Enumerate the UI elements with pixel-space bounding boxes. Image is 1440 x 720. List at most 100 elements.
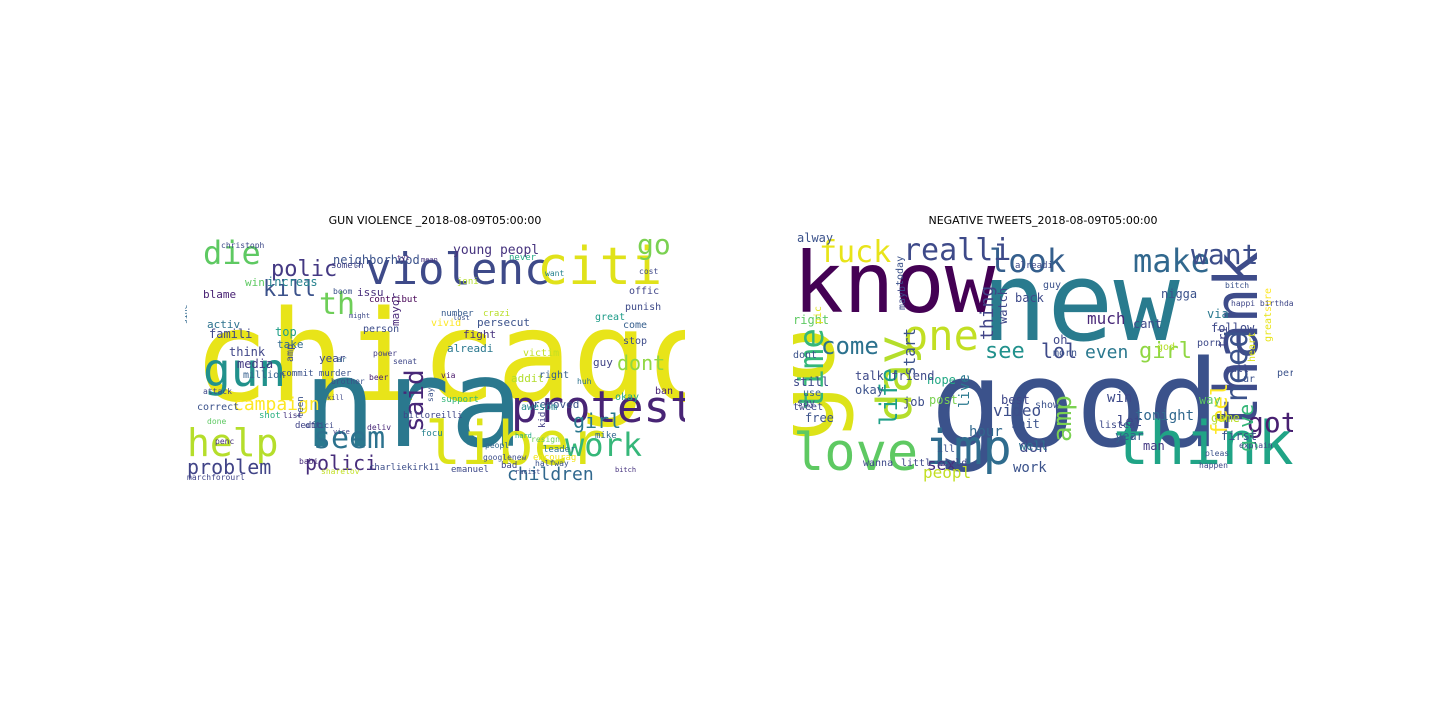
word-support: support xyxy=(441,395,479,405)
word-kid: kid xyxy=(538,412,548,428)
word-use: use xyxy=(803,388,821,399)
word-nigga: nigga xyxy=(1161,287,1197,301)
word-let: let xyxy=(1117,414,1142,430)
word-best: best xyxy=(1001,393,1030,407)
word-correct: correct xyxy=(197,402,239,413)
word-got: got xyxy=(1247,406,1293,439)
word-children: children xyxy=(507,464,594,482)
word-want: want xyxy=(545,269,564,278)
word-famili: famili xyxy=(209,327,252,341)
word-ar: ar xyxy=(337,355,347,364)
word-back: back xyxy=(1015,291,1045,305)
word-babi: babi xyxy=(299,457,318,466)
word-ill: ill xyxy=(937,444,955,455)
word-okay: okay xyxy=(855,383,884,397)
word-marchforourl: marchforourl xyxy=(187,473,245,482)
word-pic: pic xyxy=(813,306,824,324)
word-activ: activ xyxy=(207,318,240,331)
word-teen: teen xyxy=(296,396,306,418)
word-win: win xyxy=(245,276,265,289)
word-peopl: peopl xyxy=(923,463,971,482)
word-today: today xyxy=(895,256,906,286)
word-number: number xyxy=(441,309,474,319)
word-kill: kill xyxy=(327,394,344,402)
word-mean: mean xyxy=(421,256,438,264)
word-amp: amp xyxy=(1048,395,1078,442)
word-one: one xyxy=(903,311,979,360)
word-come: come xyxy=(821,332,879,360)
word-top: top xyxy=(275,325,297,339)
word-know: know xyxy=(793,234,996,332)
word-might: might xyxy=(349,312,370,320)
word-list: list xyxy=(283,411,302,420)
wordcloud-title-gun-violence: GUN VIOLENCE _2018-08-09T05:00:00 xyxy=(328,214,542,227)
word-cant: cant xyxy=(1133,317,1162,331)
wordcloud-title-negative-tweets: NEGATIVE TWEETS_2018-08-09T05:00:00 xyxy=(928,214,1158,227)
word-done: done xyxy=(207,417,226,426)
word-chicago: chicago xyxy=(193,283,685,430)
word-show: show xyxy=(1035,400,1060,411)
word-year: year xyxy=(319,352,346,365)
word-bitch: bitch xyxy=(615,466,636,474)
word-power: power xyxy=(373,349,397,358)
word-person: person xyxy=(1277,368,1293,379)
word-addit: addit xyxy=(511,372,544,385)
wordcloud-negative-tweets: new good know go thank think imp love day one look… xyxy=(793,232,1293,482)
word-shit: shit xyxy=(1011,417,1040,431)
word-liber: liber xyxy=(425,409,606,479)
word-think: think xyxy=(1113,409,1293,479)
word-halfway: halfway xyxy=(535,459,569,468)
word-game: game xyxy=(1211,411,1240,425)
word-media: media xyxy=(237,357,273,371)
word-need: need xyxy=(1220,330,1255,402)
word-ur: ur xyxy=(1243,374,1255,385)
word-contribut: contribut xyxy=(369,295,418,305)
word-offic: offic xyxy=(629,286,659,297)
word-new: new xyxy=(981,238,1180,366)
word-morn: morn xyxy=(1053,348,1077,359)
word-win: win xyxy=(1107,390,1132,406)
word-time: time xyxy=(793,328,832,410)
word-love: love xyxy=(793,423,918,482)
word-way: way xyxy=(1199,393,1221,407)
word-charliekirk11: charliekirk11 xyxy=(369,463,439,473)
word-victim: victim xyxy=(523,348,559,359)
word-said: said xyxy=(400,369,430,432)
word-blame: blame xyxy=(203,288,236,301)
word-alreadi: alreadi xyxy=(1015,261,1053,271)
word-dedic: dedic xyxy=(295,421,322,431)
word-issu: issu xyxy=(357,286,384,299)
word-punish: punish xyxy=(625,302,661,313)
word-video: video xyxy=(993,401,1041,420)
word-even: even xyxy=(1085,342,1128,363)
word-neighborhood: neighborhood xyxy=(333,253,420,267)
word-see: see xyxy=(985,339,1025,364)
word-watch: watch xyxy=(996,288,1010,324)
word-tyt: tyt xyxy=(397,254,410,262)
word-huh: huh xyxy=(577,377,592,386)
word-imp: imp xyxy=(925,420,1012,476)
word-peopl: peopl xyxy=(485,441,509,450)
word-take: take xyxy=(277,338,304,351)
word-job: job xyxy=(903,395,925,409)
word-look: look xyxy=(989,242,1066,280)
word-go: go xyxy=(793,326,856,442)
word-talk-friend: talk friend xyxy=(855,369,934,383)
word-ban: ban xyxy=(655,386,673,397)
word-free: free xyxy=(805,411,834,425)
word-dont: dont xyxy=(793,350,817,361)
word-much: much xyxy=(1087,309,1126,328)
word-follow: follow xyxy=(1211,321,1255,335)
word-say: say xyxy=(797,398,815,409)
word-violenc: violenc xyxy=(365,244,550,295)
word-work: work xyxy=(1013,460,1047,476)
word-vivid: vivid xyxy=(431,318,461,329)
word-hard: hard xyxy=(515,432,532,440)
word-via: via xyxy=(441,371,456,380)
word-removed: removed xyxy=(533,398,579,411)
word-nra: nra xyxy=(303,333,523,475)
word-start: start xyxy=(900,328,919,376)
word-crazi: crazi xyxy=(483,309,510,319)
word-hope: hope xyxy=(927,373,956,387)
